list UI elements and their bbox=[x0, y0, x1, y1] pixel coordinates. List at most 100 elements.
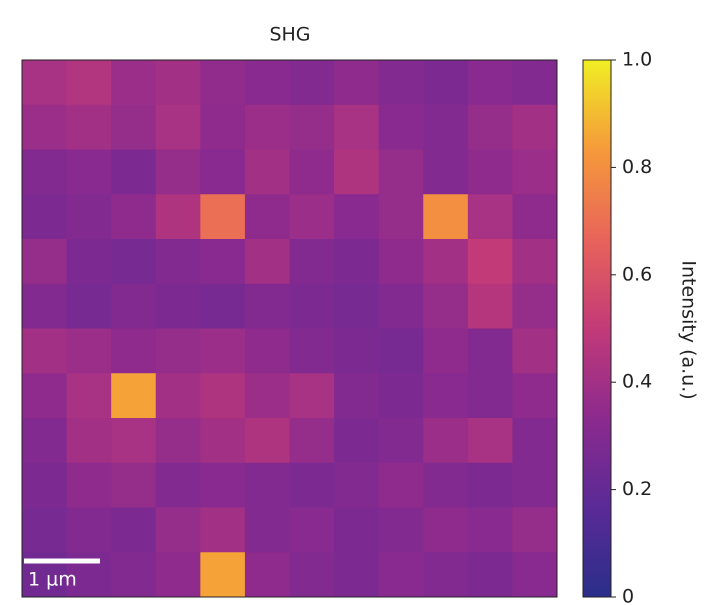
heatmap-cell bbox=[244, 552, 290, 598]
heatmap-cell bbox=[200, 552, 246, 598]
heatmap-cell bbox=[111, 104, 157, 150]
heatmap-cell bbox=[378, 552, 424, 598]
heatmap-cell bbox=[244, 418, 290, 464]
heatmap-cell bbox=[512, 328, 558, 374]
heatmap-cell bbox=[423, 239, 469, 285]
heatmap-cell bbox=[512, 239, 558, 285]
heatmap-cell bbox=[66, 328, 112, 374]
heatmap-cell bbox=[467, 328, 513, 374]
colorbar-tick-label: 0.4 bbox=[622, 371, 652, 393]
heatmap-cell bbox=[289, 149, 335, 195]
colorbar-tick-label: 0.2 bbox=[622, 478, 652, 500]
heatmap-cell bbox=[200, 328, 246, 374]
heatmap-cell bbox=[334, 328, 380, 374]
heatmap-cell bbox=[111, 60, 157, 106]
heatmap-cell bbox=[334, 104, 380, 150]
heatmap-cell bbox=[244, 149, 290, 195]
heatmap-cell bbox=[512, 104, 558, 150]
heatmap-cell bbox=[66, 194, 112, 240]
colorbar-label: Intensity (a.u.) bbox=[678, 260, 700, 399]
heatmap-cell bbox=[289, 60, 335, 106]
heatmap-cell bbox=[22, 239, 68, 285]
heatmap-cell bbox=[111, 149, 157, 195]
heatmap-cell bbox=[22, 104, 68, 150]
heatmap-cell bbox=[155, 552, 201, 598]
heatmap-cell bbox=[467, 373, 513, 419]
heatmap-cell bbox=[467, 149, 513, 195]
heatmap-cell bbox=[66, 373, 112, 419]
heatmap-cell bbox=[66, 104, 112, 150]
heatmap-cell bbox=[66, 149, 112, 195]
heatmap-cell bbox=[512, 60, 558, 106]
heatmap-cell bbox=[334, 283, 380, 329]
heatmap-cell bbox=[289, 552, 335, 598]
heatmap-cell bbox=[378, 283, 424, 329]
heatmap-cell bbox=[378, 149, 424, 195]
heatmap-cell bbox=[22, 194, 68, 240]
heatmap-cell bbox=[66, 462, 112, 508]
heatmap-cell bbox=[423, 418, 469, 464]
heatmap-cell bbox=[467, 283, 513, 329]
heatmap-cell bbox=[512, 462, 558, 508]
heatmap-cell bbox=[423, 194, 469, 240]
heatmap-cell bbox=[378, 104, 424, 150]
heatmap-cell bbox=[378, 194, 424, 240]
heatmap-cell bbox=[155, 462, 201, 508]
heatmap-cell bbox=[244, 328, 290, 374]
heatmap-cell bbox=[111, 328, 157, 374]
heatmap-cell bbox=[22, 283, 68, 329]
heatmap-cell bbox=[289, 104, 335, 150]
heatmap-cell bbox=[512, 418, 558, 464]
colorbar-tick-label: 1.0 bbox=[622, 49, 652, 71]
heatmap-cell bbox=[423, 462, 469, 508]
heatmap-cell bbox=[423, 104, 469, 150]
heatmap-cell bbox=[200, 239, 246, 285]
heatmap-cell bbox=[512, 194, 558, 240]
heatmap-cell bbox=[378, 60, 424, 106]
heatmap-cell bbox=[244, 283, 290, 329]
colorbar bbox=[582, 59, 612, 598]
heatmap-cell bbox=[244, 194, 290, 240]
heatmap-cell bbox=[66, 60, 112, 106]
heatmap-cell bbox=[423, 328, 469, 374]
heatmap-cell bbox=[155, 418, 201, 464]
heatmap-cell bbox=[467, 104, 513, 150]
heatmap-cell bbox=[512, 552, 558, 598]
heatmap-cell bbox=[200, 149, 246, 195]
heatmap-cell bbox=[155, 328, 201, 374]
heatmap-cell bbox=[111, 194, 157, 240]
heatmap-cell bbox=[244, 239, 290, 285]
heatmap-cell bbox=[111, 239, 157, 285]
heatmap-cell bbox=[66, 418, 112, 464]
heatmap-cell bbox=[423, 552, 469, 598]
heatmap-cell bbox=[155, 104, 201, 150]
heatmap-cell bbox=[467, 462, 513, 508]
heatmap-cell bbox=[200, 194, 246, 240]
heatmap-cell bbox=[111, 552, 157, 598]
heatmap-cell bbox=[244, 507, 290, 553]
heatmap-cell bbox=[22, 418, 68, 464]
heatmap-cell bbox=[155, 60, 201, 106]
chart-title: SHG bbox=[269, 24, 310, 46]
heatmap-cell bbox=[200, 462, 246, 508]
heatmap-cell bbox=[467, 507, 513, 553]
plot-frame bbox=[21, 59, 558, 598]
heatmap-cell bbox=[22, 328, 68, 374]
heatmap-cell bbox=[334, 149, 380, 195]
heatmap-cell bbox=[22, 149, 68, 195]
heatmap-cell bbox=[66, 239, 112, 285]
heatmap-cell bbox=[155, 149, 201, 195]
heatmap-cell bbox=[289, 373, 335, 419]
heatmap-cell bbox=[200, 60, 246, 106]
heatmap-cell bbox=[244, 104, 290, 150]
heatmap-cell bbox=[244, 373, 290, 419]
heatmap-cell bbox=[289, 283, 335, 329]
scale-bar-label: 1 µm bbox=[28, 569, 77, 591]
heatmap-cell bbox=[378, 239, 424, 285]
heatmap-cell bbox=[334, 60, 380, 106]
heatmap-cell bbox=[200, 373, 246, 419]
heatmap-cell bbox=[467, 239, 513, 285]
heatmap-cell bbox=[334, 507, 380, 553]
heatmap-cell bbox=[155, 194, 201, 240]
